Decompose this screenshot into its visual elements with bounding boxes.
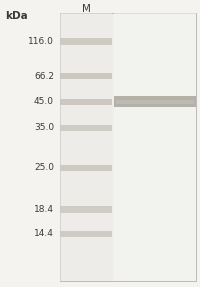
FancyBboxPatch shape [60, 13, 112, 281]
Text: kDa: kDa [5, 11, 27, 21]
Text: 25.0: 25.0 [34, 163, 54, 172]
FancyBboxPatch shape [60, 99, 112, 105]
Text: M: M [82, 4, 90, 14]
Text: 66.2: 66.2 [34, 71, 54, 81]
Text: 14.4: 14.4 [34, 229, 54, 238]
FancyBboxPatch shape [114, 96, 196, 107]
Text: 35.0: 35.0 [34, 123, 54, 132]
FancyBboxPatch shape [60, 38, 112, 45]
FancyBboxPatch shape [60, 165, 112, 171]
FancyBboxPatch shape [116, 100, 194, 104]
Text: 116.0: 116.0 [28, 37, 54, 46]
Text: 18.4: 18.4 [34, 205, 54, 214]
FancyBboxPatch shape [60, 206, 112, 213]
FancyBboxPatch shape [60, 125, 112, 131]
FancyBboxPatch shape [60, 13, 196, 281]
FancyBboxPatch shape [60, 231, 112, 237]
Text: 45.0: 45.0 [34, 97, 54, 106]
FancyBboxPatch shape [114, 13, 196, 281]
FancyBboxPatch shape [60, 73, 112, 79]
